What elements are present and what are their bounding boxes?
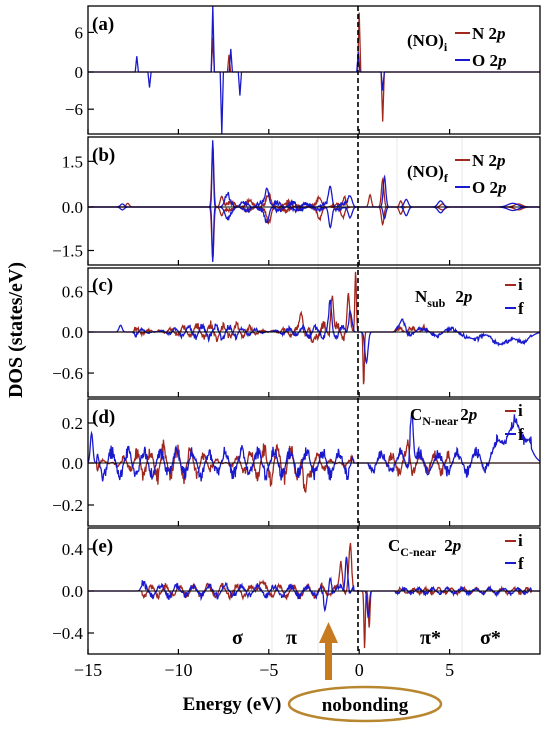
x-tick-label: 0 (355, 660, 364, 680)
y-tick-label: 0.0 (62, 454, 83, 473)
panel-label-b: (b) (92, 145, 115, 166)
y-ticks: −6 0 6 −1.5 0.0 1.5 −0.6 0.0 0.6 −0.2 0.0 0.2 −0.4 0.… (52, 23, 94, 643)
legend-a: (NO)i N 2p O 2p (407, 24, 506, 70)
legend-b: (NO)f N 2p O 2p (407, 151, 506, 197)
orbital-d: 2p (460, 405, 477, 424)
nonbonding-label: nobonding (322, 695, 409, 716)
x-axis-label: Energy (eV) (183, 694, 282, 715)
y-tick-label: 0.0 (62, 582, 83, 601)
y-tick-label: 0.2 (62, 414, 83, 433)
legend-n-a: N 2p (472, 24, 506, 43)
panel-label-c: (c) (92, 275, 113, 296)
guide-lines (271, 137, 463, 654)
legend-f-e: f (518, 554, 524, 573)
panel-frames (87, 5, 541, 655)
dos-curve-b-n2p-down (88, 205, 540, 260)
y-tick-label: −0.6 (52, 364, 83, 383)
legend-c: Nsub 2p i f (415, 275, 524, 318)
y-tick-label: −0.2 (52, 496, 83, 515)
y-tick-label: −1.5 (52, 242, 83, 261)
x-tick-label: −5 (259, 660, 278, 680)
annotation-pi-star: π* (420, 627, 441, 649)
nonbonding-arrow (319, 622, 338, 680)
species-label-c: Nsub 2p (415, 287, 472, 310)
y-tick-label: −6 (65, 100, 83, 119)
legend-o-b: O 2p (472, 178, 506, 197)
x-tick-label: 5 (445, 660, 454, 680)
legend-f-d: f (518, 425, 524, 444)
y-tick-label: 0.0 (62, 323, 83, 342)
y-tick-label: 1.5 (62, 152, 83, 171)
y-tick-label: −0.4 (52, 624, 83, 643)
panel-label-a: (a) (92, 14, 114, 35)
y-axis-label: DOS (states/eV) (5, 262, 27, 398)
dos-curve-c-f (88, 299, 540, 365)
orbital-e: 2p (444, 536, 461, 555)
species-label-d: CN-near 2p (410, 405, 477, 428)
annotation-pi: π (286, 627, 297, 649)
legend-e: CC-near 2p i f (388, 531, 524, 573)
legend-n-b: N 2p (472, 151, 506, 170)
dos-curves (88, 6, 540, 649)
species-sub-c: sub (427, 296, 445, 310)
y-tick-label: 0.4 (62, 540, 84, 559)
x-tick-label: −10 (164, 660, 192, 680)
y-tick-label: 0 (75, 63, 84, 82)
species-label-b: (NO)f (407, 162, 449, 185)
legend-f-c: f (518, 299, 524, 318)
y-tick-label: 0.0 (62, 198, 83, 217)
legend-o-a: O 2p (472, 51, 506, 70)
species-label-a: (NO)i (407, 31, 448, 54)
species-sub-a: i (444, 40, 448, 54)
nonbonding-ellipse (287, 685, 443, 723)
species-sub-b: f (444, 171, 449, 185)
legend-i-d: i (518, 401, 523, 420)
legend-d: CN-near 2p i f (410, 401, 524, 444)
dos-curve-e-i (88, 542, 540, 649)
annotation-sigma: σ (232, 627, 243, 649)
legend-i-e: i (518, 531, 523, 550)
panel-label-e: (e) (92, 536, 113, 557)
orbital-annotations: σ π π* σ* (232, 627, 501, 649)
dos-curve-b-o2p-down (88, 205, 540, 262)
legend-i-c: i (518, 275, 523, 294)
zero-lines (88, 71, 540, 592)
x-tick-label: −15 (74, 660, 102, 680)
orbital-c: 2p (455, 287, 472, 306)
species-sub-d: N-near (422, 414, 459, 428)
species-sub-e: C-near (400, 545, 437, 559)
y-tick-label: 0.6 (62, 283, 83, 302)
x-ticks: −15 −10 −5 0 5 (74, 129, 454, 680)
y-tick-label: 6 (75, 23, 84, 42)
dos-curve-d-f (88, 411, 540, 482)
annotation-sigma-star: σ* (480, 627, 501, 649)
panel-labels: (a) (b) (c) (d) (e) (92, 14, 115, 557)
dos-curve-e-f (88, 556, 540, 619)
species-label-e: CC-near 2p (388, 536, 461, 559)
panel-label-d: (d) (92, 407, 115, 428)
